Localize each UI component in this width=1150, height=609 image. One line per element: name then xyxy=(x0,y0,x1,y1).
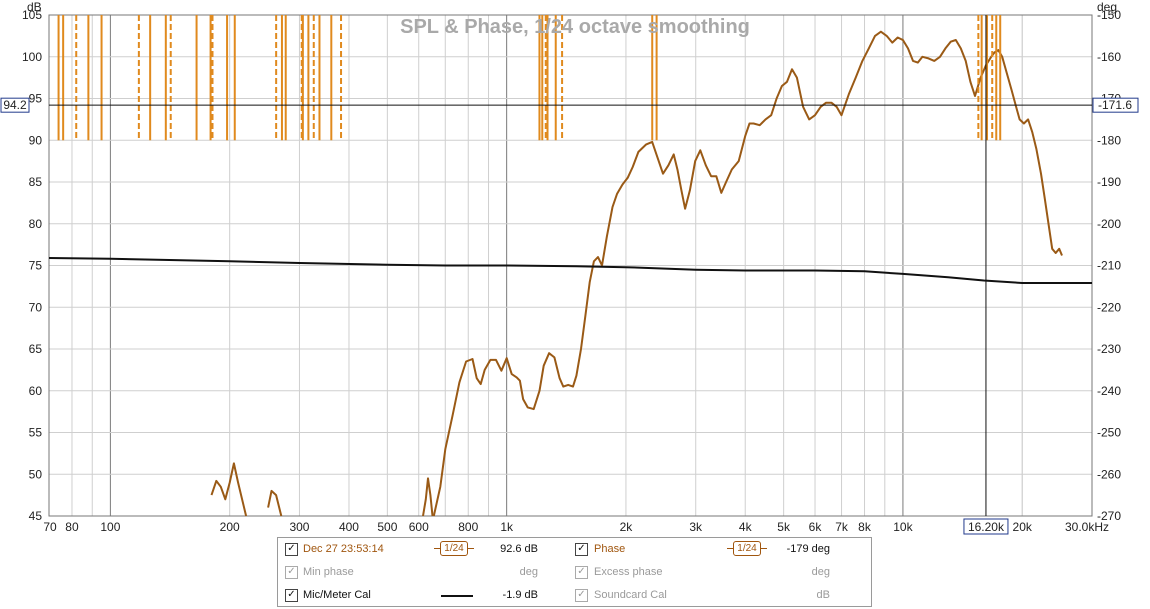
x-tick-label: 200 xyxy=(220,520,240,534)
y-left-tick-label: 95 xyxy=(29,92,43,106)
y-left-tick-label: 85 xyxy=(29,175,43,189)
legend-excess-phase-name: Excess phase xyxy=(594,566,663,578)
cursor-phase-box xyxy=(1092,97,1139,113)
y-right-tick-label: -220 xyxy=(1097,300,1121,314)
legend-min-phase-name: Min phase xyxy=(303,566,354,578)
y-left-axis-ticks: 105 100 95 90 85 80 75 70 65 60 55 50 45 xyxy=(22,8,42,523)
legend-row-3: ✓ Mic/Meter Cal -1.9 dB ✓ Soundcard Cal … xyxy=(278,585,873,607)
y-left-tick-label: 55 xyxy=(29,426,43,440)
x-tick-label: 3k xyxy=(689,520,703,534)
series-line-mic-cal xyxy=(48,257,1092,284)
y-right-axis-ticks: -150-160-170-180-190-200-210-220-230-240… xyxy=(1097,8,1121,523)
y-left-tick-label: 75 xyxy=(29,259,43,273)
x-tick-label: 1k xyxy=(500,520,514,534)
checkbox-mic-cal[interactable]: ✓ xyxy=(285,589,298,602)
chart-title: SPL & Phase, 1/24 octave smoothing xyxy=(400,16,750,38)
checkbox-soundcard-cal[interactable]: ✓ xyxy=(575,589,588,602)
cursor-spl-label: 94.2 xyxy=(3,98,27,112)
legend-mic-cal-name: Mic/Meter Cal xyxy=(303,589,371,601)
x-tick-label: 800 xyxy=(458,520,478,534)
y-left-tick-label: 60 xyxy=(29,384,43,398)
y-right-tick-label: -210 xyxy=(1097,259,1121,273)
checkbox-phase[interactable]: ✓ xyxy=(575,543,588,556)
x-tick-label: 300 xyxy=(289,520,309,534)
x-tick-label: 7k xyxy=(835,520,849,534)
legend-min-phase-value: deg xyxy=(519,566,538,578)
y-right-tick-label: -250 xyxy=(1097,426,1121,440)
legend-mic-cal-swatch xyxy=(441,595,473,597)
y-left-tick-label: 45 xyxy=(29,509,43,523)
legend-row-2: ✓ Min phase deg ✓ Excess phase deg xyxy=(278,562,873,584)
y-right-tick-label: -190 xyxy=(1097,175,1121,189)
y-right-unit: deg xyxy=(1097,0,1117,14)
series-line-spl xyxy=(210,462,248,517)
series-layer xyxy=(48,15,1092,517)
legend-phase-name: Phase xyxy=(594,543,626,555)
x-tick-label: 100 xyxy=(100,520,120,534)
y-left-tick-label: 105 xyxy=(22,8,42,22)
y-right-tick-label: -180 xyxy=(1097,133,1121,147)
x-tick-label: 500 xyxy=(377,520,397,534)
y-left-tick-label: 90 xyxy=(29,133,43,147)
y-left-tick-label: 65 xyxy=(29,342,43,356)
x-tick-label: 2k xyxy=(620,520,634,534)
cursor-spl-box xyxy=(0,97,30,113)
cursor-freq-box xyxy=(963,518,1009,535)
x-tick-label: 80 xyxy=(65,520,79,534)
x-tick-label: 8k xyxy=(858,520,872,534)
legend-soundcard-cal-name: Soundcard Cal xyxy=(594,589,667,601)
legend-row-1: ✓ Dec 27 23:53:14 1/24 92.6 dB ✓ Phase 1… xyxy=(278,539,873,561)
y-right-tick-label: -260 xyxy=(1097,467,1121,481)
cursor[interactable]: 94.2 -171.6 16.20k xyxy=(0,15,1139,535)
x-tick-label: 10k xyxy=(893,520,913,534)
x-tick-label: 600 xyxy=(409,520,429,534)
checkbox-excess-phase[interactable]: ✓ xyxy=(575,566,588,579)
y-left-tick-label: 100 xyxy=(22,50,42,64)
legend-excess-phase-value: deg xyxy=(811,566,830,578)
legend-measurement-value: 92.6 dB xyxy=(500,543,538,555)
cursor-freq-label: 16.20k xyxy=(968,520,1005,534)
y-left-tick-label: 50 xyxy=(29,467,43,481)
x-tick-label: 4k xyxy=(739,520,753,534)
y-left-unit: dB xyxy=(27,0,42,14)
x-tick-label: 5k xyxy=(777,520,791,534)
legend-phase-smoothing[interactable]: 1/24 xyxy=(727,541,767,556)
x-tick-label: 400 xyxy=(339,520,359,534)
plot-frame xyxy=(48,14,1093,517)
legend-measurement-name: Dec 27 23:53:14 xyxy=(303,543,384,555)
y-right-tick-label: -200 xyxy=(1097,217,1121,231)
spl-phase-chart[interactable]: 70 80 100 200 300 400 500 600 800 1k 2k 3k 4k 5k 6k 7k 8… xyxy=(0,0,1150,535)
y-right-tick-label: -150 xyxy=(1097,8,1121,22)
cursor-phase-label: -171.6 xyxy=(1098,98,1132,112)
series-line-spl xyxy=(267,489,283,517)
legend-panel: ✓ Dec 27 23:53:14 1/24 92.6 dB ✓ Phase 1… xyxy=(277,537,872,607)
y-right-tick-label: -270 xyxy=(1097,509,1121,523)
legend-measurement-smoothing[interactable]: 1/24 xyxy=(434,541,474,556)
legend-mic-cal-value: -1.9 dB xyxy=(502,589,538,601)
legend-soundcard-cal-value: dB xyxy=(816,589,830,601)
x-tick-label: 30.0kHz xyxy=(1065,520,1109,534)
y-left-tick-label: 70 xyxy=(29,300,43,314)
x-tick-label: 70 xyxy=(43,520,57,534)
series-line-spl xyxy=(432,30,1063,517)
y-left-tick-label: 80 xyxy=(29,217,43,231)
x-tick-label: 20k xyxy=(1013,520,1033,534)
series-line-spl xyxy=(422,477,434,517)
x-tick-label: 6k xyxy=(809,520,823,534)
y-right-tick-label: -230 xyxy=(1097,342,1121,356)
checkbox-min-phase[interactable]: ✓ xyxy=(285,566,298,579)
legend-phase-value: -179 deg xyxy=(786,543,830,555)
x-axis-ticks: 70 80 100 200 300 400 500 600 800 1k 2k 3k 4k 5k 6k 7k 8… xyxy=(43,520,1109,534)
y-right-tick-label: -240 xyxy=(1097,384,1121,398)
y-right-tick-label: -160 xyxy=(1097,50,1121,64)
checkbox-measurement[interactable]: ✓ xyxy=(285,543,298,556)
